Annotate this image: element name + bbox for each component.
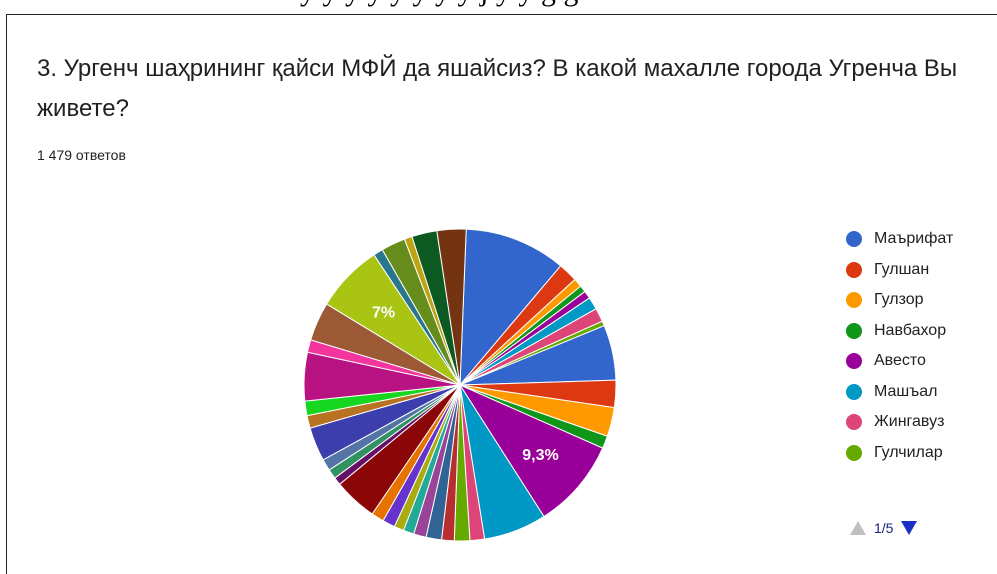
legend-swatch	[846, 353, 862, 370]
legend-item: Машъал	[846, 377, 953, 408]
legend-item: Гулчилар	[846, 438, 953, 469]
triangle-down-icon[interactable]	[901, 521, 918, 535]
slice-label: 9,3%	[522, 447, 558, 464]
legend-label: Гулчилар	[874, 443, 943, 461]
legend-item: Жингавуз	[846, 407, 953, 438]
triangle-up-icon[interactable]	[850, 521, 866, 535]
legend-pager: 1/5	[850, 520, 918, 536]
legend-item: Авесто	[846, 346, 953, 377]
legend-label: Маърифат	[874, 230, 954, 248]
legend-swatch	[846, 261, 862, 278]
legend-label: Навбахор	[874, 321, 947, 339]
slice-label: 7%	[372, 304, 395, 321]
pie-slice	[436, 228, 467, 386]
pie-slice	[458, 383, 604, 518]
legend-label: Машъал	[874, 382, 938, 400]
cropped-header-text: y y y y y y y y j y y g g	[300, 0, 578, 8]
legend-page-indicator: 1/5	[874, 520, 894, 536]
legend-label: Гулзор	[874, 291, 924, 309]
legend-swatch	[846, 231, 862, 248]
pie-chart: 9,3% 7%	[303, 228, 617, 542]
question-title: 3. Ургенч шаҳрининг қайси МФЙ да яшайсиз…	[37, 55, 958, 122]
legend-swatch	[846, 383, 862, 400]
legend-item: Гулзор	[846, 285, 953, 316]
pie-slice	[459, 228, 562, 387]
legend-label: Жингавуз	[874, 413, 945, 431]
response-count: 1 479 ответов	[37, 147, 126, 163]
legend-swatch	[846, 444, 862, 461]
legend-item: Гулшан	[846, 255, 953, 286]
legend-label: Гулшан	[874, 260, 930, 278]
legend-item: Маърифат	[846, 224, 953, 255]
legend-item: Навбахор	[846, 316, 953, 347]
legend-swatch	[846, 322, 862, 339]
legend-label: Авесто	[874, 352, 926, 370]
legend-swatch	[846, 414, 862, 431]
legend-swatch	[846, 292, 862, 309]
chart-legend: Маърифат Гулшан Гулзор Навбахор Авесто Машъал…	[846, 224, 953, 468]
